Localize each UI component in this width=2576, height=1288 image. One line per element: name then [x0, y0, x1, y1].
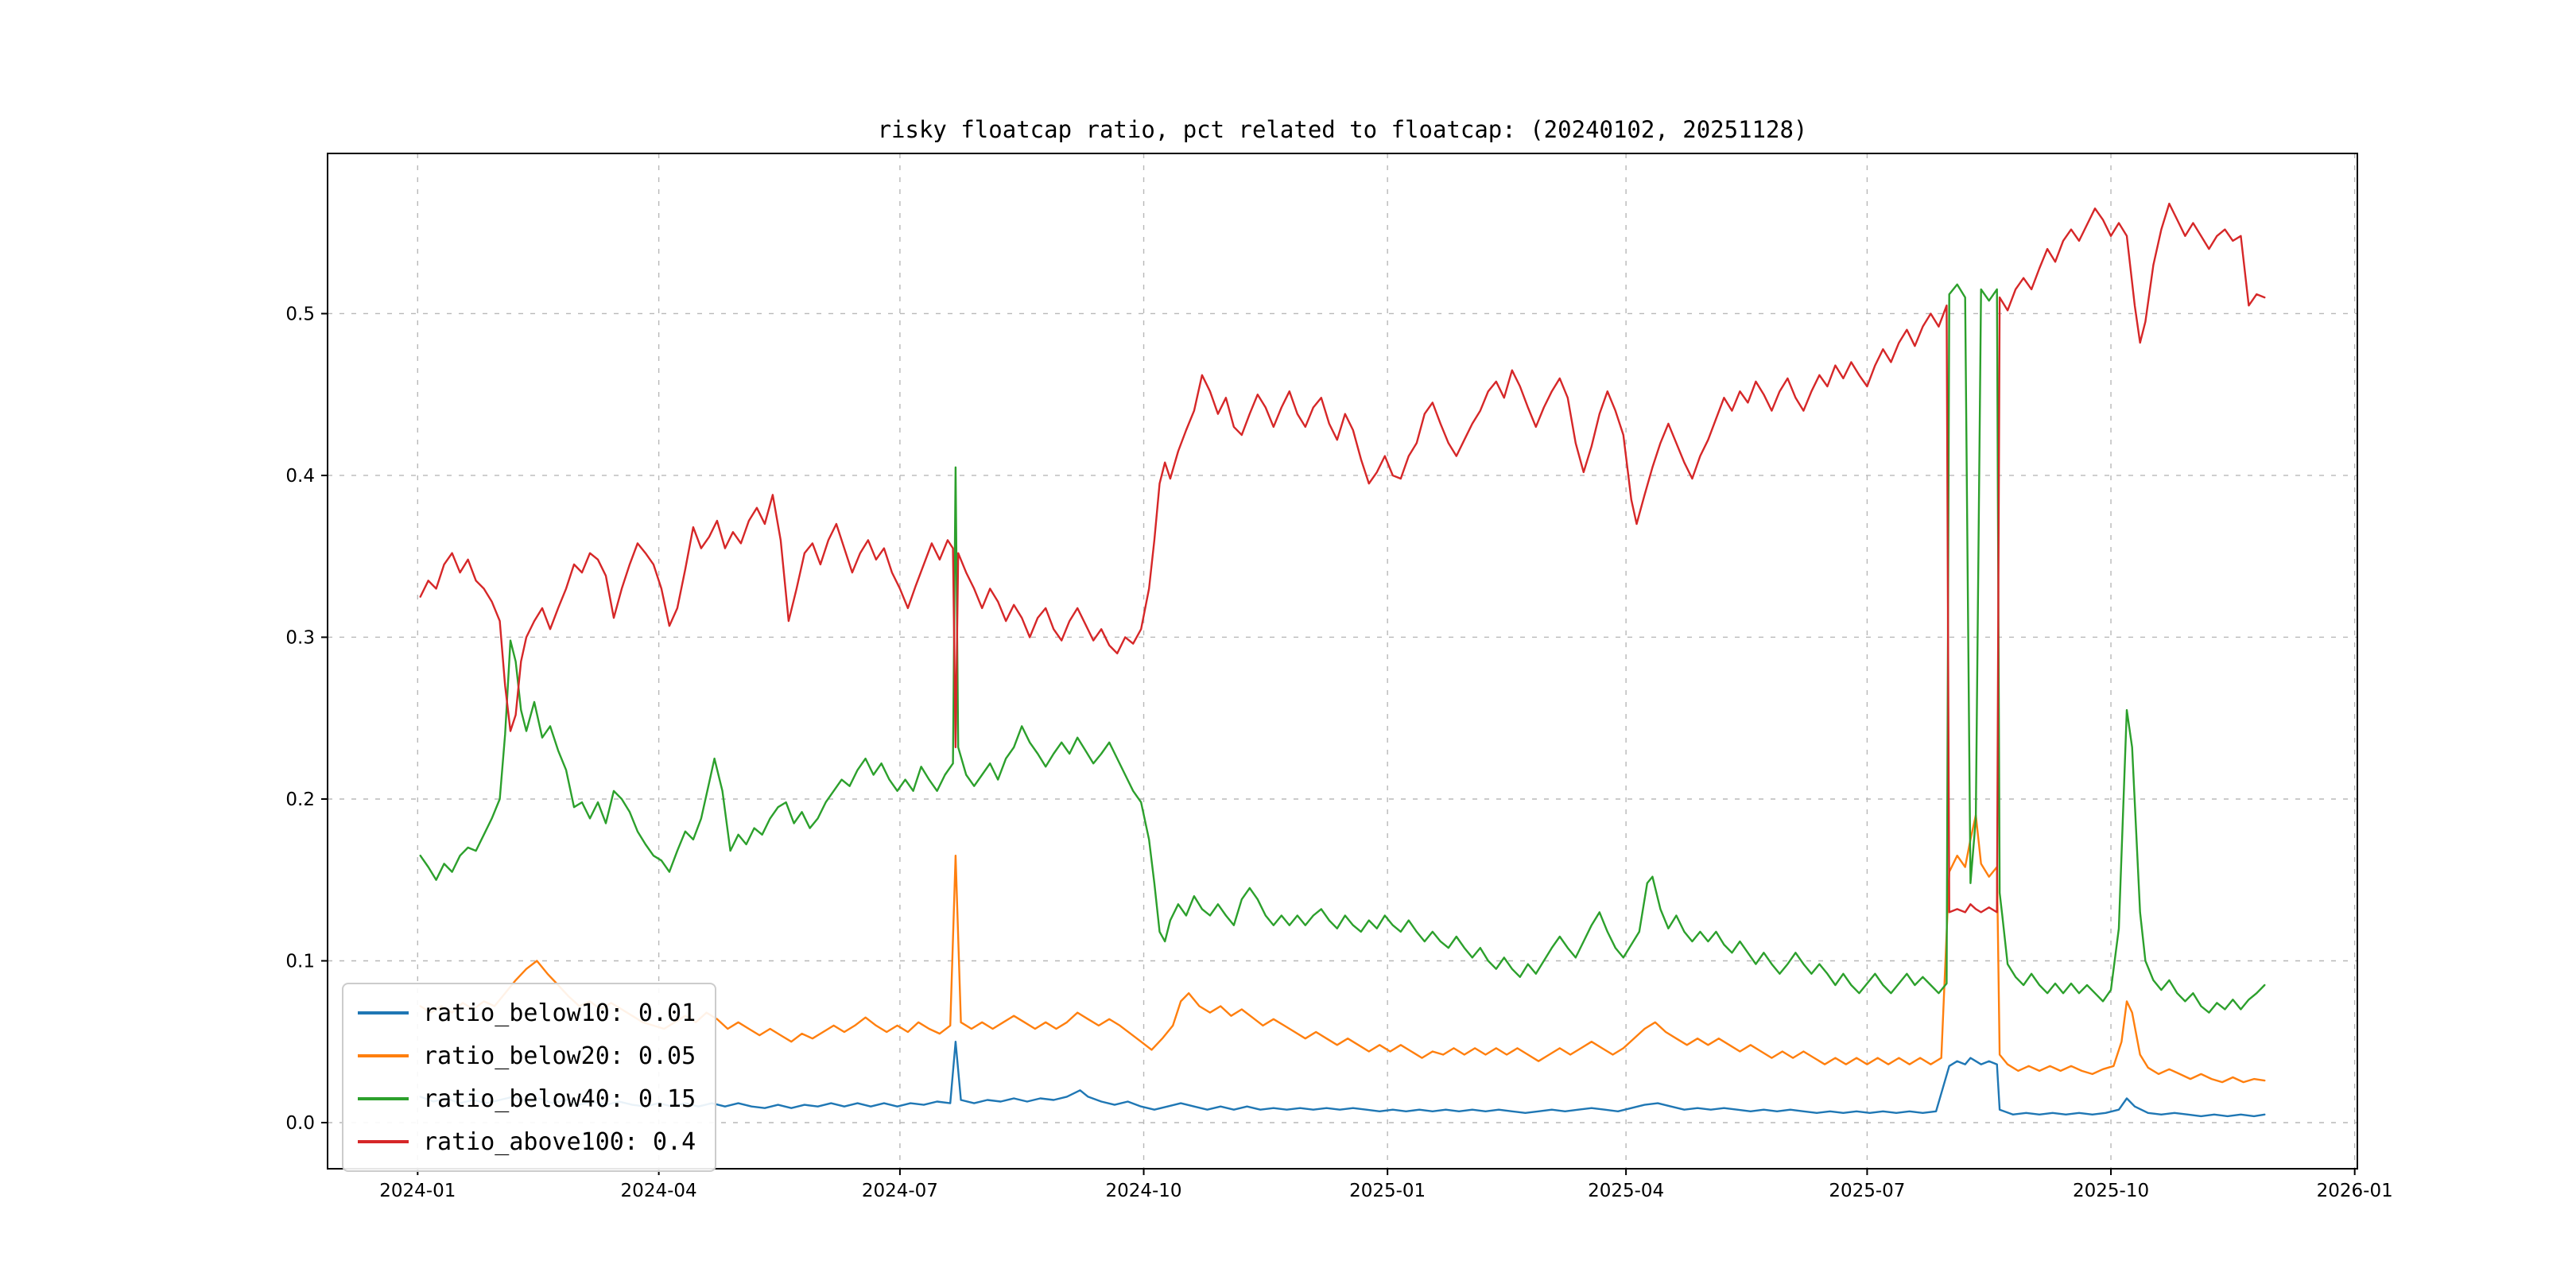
series-line-ratio_below20 [419, 814, 2266, 1084]
legend-item: ratio_below10: 0.01 [358, 992, 696, 1034]
legend: ratio_below10: 0.01 ratio_below20: 0.05 ra… [342, 983, 717, 1172]
legend-label: ratio_below40: 0.15 [423, 1084, 696, 1113]
y-tick-label: 0.3 [285, 627, 315, 648]
legend-label: ratio_above100: 0.4 [423, 1127, 696, 1156]
x-tick-label: 2025-07 [1829, 1181, 1905, 1201]
x-tick-label: 2024-04 [621, 1181, 697, 1201]
x-tick-label: 2024-10 [1105, 1181, 1181, 1201]
x-tick-label: 2025-01 [1349, 1181, 1426, 1201]
axes-frame [327, 153, 2358, 1170]
legend-label: ratio_below10: 0.01 [423, 999, 696, 1027]
legend-item: ratio_below20: 0.05 [358, 1035, 696, 1077]
legend-item: ratio_below40: 0.15 [358, 1078, 696, 1119]
x-tick-label: 2025-10 [2073, 1181, 2149, 1201]
x-tick-label: 2024-07 [862, 1181, 938, 1201]
series-line-ratio_below40 [419, 283, 2266, 1014]
series-line-ratio_below10 [419, 1040, 2266, 1118]
x-tick-label: 2024-01 [379, 1181, 456, 1201]
legend-label: ratio_below20: 0.05 [423, 1042, 696, 1070]
y-tick-label: 0.4 [285, 466, 315, 487]
x-tick-label: 2026-01 [2317, 1181, 2393, 1201]
legend-item: ratio_above100: 0.4 [358, 1121, 696, 1162]
chart-title: risky floatcap ratio, pct related to flo… [877, 116, 1808, 143]
y-tick-label: 0.0 [285, 1113, 315, 1134]
y-tick-label: 0.5 [285, 304, 315, 324]
legend-line-sample [358, 1054, 409, 1057]
legend-line-sample [358, 1140, 409, 1143]
y-tick-label: 0.2 [285, 789, 315, 810]
legend-line-sample [358, 1011, 409, 1014]
y-tick-label: 0.1 [285, 951, 315, 972]
series-line-ratio_above100 [419, 202, 2266, 914]
legend-line-sample [358, 1097, 409, 1100]
x-tick-label: 2025-04 [1588, 1181, 1664, 1201]
